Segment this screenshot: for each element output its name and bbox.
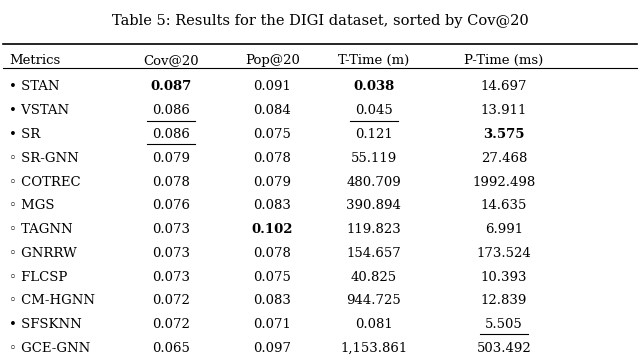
Text: 480.709: 480.709: [346, 175, 401, 189]
Text: 0.086: 0.086: [152, 128, 190, 141]
Text: 14.697: 14.697: [481, 81, 527, 93]
Text: ◦ MGS: ◦ MGS: [9, 199, 54, 212]
Text: 0.078: 0.078: [253, 152, 291, 165]
Text: Pop@20: Pop@20: [245, 54, 300, 67]
Text: 0.102: 0.102: [252, 223, 293, 236]
Text: 0.045: 0.045: [355, 104, 393, 117]
Text: 0.079: 0.079: [253, 175, 291, 189]
Text: 0.038: 0.038: [353, 81, 394, 93]
Text: P-Time (ms): P-Time (ms): [465, 54, 543, 67]
Text: ◦ GNRRW: ◦ GNRRW: [9, 247, 77, 260]
Text: 0.073: 0.073: [152, 247, 190, 260]
Text: ◦ TAGNN: ◦ TAGNN: [9, 223, 73, 236]
Text: 40.825: 40.825: [351, 271, 397, 284]
Text: 12.839: 12.839: [481, 294, 527, 307]
Text: 173.524: 173.524: [477, 247, 531, 260]
Text: 0.121: 0.121: [355, 128, 393, 141]
Text: 10.393: 10.393: [481, 271, 527, 284]
Text: 503.492: 503.492: [477, 342, 531, 355]
Text: 0.081: 0.081: [355, 318, 393, 331]
Text: 0.072: 0.072: [152, 294, 190, 307]
Text: 1,153.861: 1,153.861: [340, 342, 408, 355]
Text: 0.083: 0.083: [253, 294, 291, 307]
Text: 0.073: 0.073: [152, 223, 190, 236]
Text: 0.076: 0.076: [152, 199, 190, 212]
Text: ◦ FLCSP: ◦ FLCSP: [9, 271, 67, 284]
Text: ◦ CM-HGNN: ◦ CM-HGNN: [9, 294, 95, 307]
Text: Metrics: Metrics: [9, 54, 60, 67]
Text: 0.073: 0.073: [152, 271, 190, 284]
Text: • VSTAN: • VSTAN: [9, 104, 69, 117]
Text: • STAN: • STAN: [9, 81, 60, 93]
Text: 0.086: 0.086: [152, 104, 190, 117]
Text: 5.505: 5.505: [485, 318, 523, 331]
Text: 944.725: 944.725: [346, 294, 401, 307]
Text: 0.097: 0.097: [253, 342, 291, 355]
Text: 0.091: 0.091: [253, 81, 291, 93]
Text: 119.823: 119.823: [346, 223, 401, 236]
Text: 0.071: 0.071: [253, 318, 291, 331]
Text: 0.078: 0.078: [253, 247, 291, 260]
Text: 0.075: 0.075: [253, 271, 291, 284]
Text: 0.075: 0.075: [253, 128, 291, 141]
Text: 14.635: 14.635: [481, 199, 527, 212]
Text: 0.072: 0.072: [152, 318, 190, 331]
Text: • SFSKNN: • SFSKNN: [9, 318, 82, 331]
Text: Cov@20: Cov@20: [143, 54, 198, 67]
Text: T-Time (m): T-Time (m): [339, 54, 410, 67]
Text: • SR: • SR: [9, 128, 40, 141]
Text: 3.575: 3.575: [483, 128, 525, 141]
Text: 1992.498: 1992.498: [472, 175, 536, 189]
Text: ◦ SR-GNN: ◦ SR-GNN: [9, 152, 79, 165]
Text: 0.079: 0.079: [152, 152, 190, 165]
Text: 6.991: 6.991: [485, 223, 523, 236]
Text: 0.084: 0.084: [253, 104, 291, 117]
Text: 13.911: 13.911: [481, 104, 527, 117]
Text: 0.083: 0.083: [253, 199, 291, 212]
Text: 0.078: 0.078: [152, 175, 190, 189]
Text: ◦ GCE-GNN: ◦ GCE-GNN: [9, 342, 90, 355]
Text: 0.087: 0.087: [150, 81, 191, 93]
Text: Table 5: Results for the DIGI dataset, sorted by Cov@20: Table 5: Results for the DIGI dataset, s…: [111, 14, 529, 28]
Text: 390.894: 390.894: [346, 199, 401, 212]
Text: 154.657: 154.657: [346, 247, 401, 260]
Text: 0.065: 0.065: [152, 342, 190, 355]
Text: ◦ COTREC: ◦ COTREC: [9, 175, 81, 189]
Text: 55.119: 55.119: [351, 152, 397, 165]
Text: 27.468: 27.468: [481, 152, 527, 165]
